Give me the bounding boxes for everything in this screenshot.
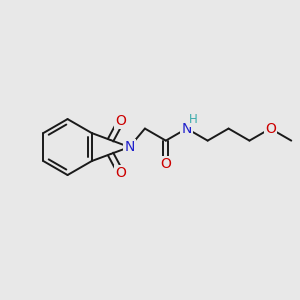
- Text: O: O: [116, 114, 127, 128]
- Text: O: O: [116, 167, 127, 181]
- Text: H: H: [189, 113, 198, 126]
- Text: O: O: [160, 157, 171, 171]
- Text: O: O: [265, 122, 276, 136]
- Text: N: N: [124, 140, 135, 154]
- Text: N: N: [182, 122, 192, 136]
